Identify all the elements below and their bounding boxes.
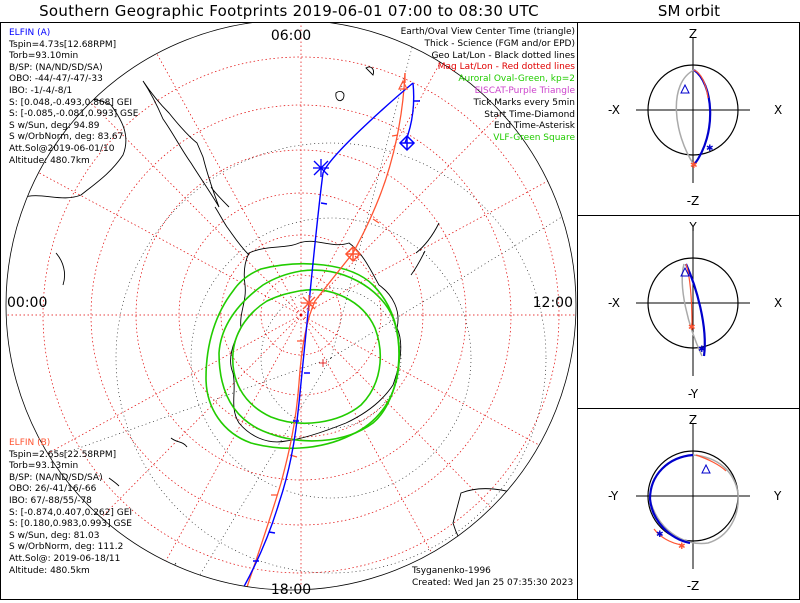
legend-item: Auroral Oval-Green, kp=2: [458, 74, 575, 85]
asterisk-xz: ✱: [706, 144, 714, 154]
axis-label-left: -Y: [608, 489, 619, 503]
elfin-a-info: ELFIN (A) Tspin=4.73s[12.68RPM] Torb=93.…: [9, 28, 138, 167]
sm-orbit-title: SM orbit: [657, 2, 721, 20]
orbit-back-yx: [681, 263, 703, 357]
elfin-a-track: [236, 82, 420, 590]
elfin-a-name: ELFIN (A): [9, 28, 51, 38]
asterisk-b-yx: ✱: [688, 323, 696, 333]
elfin-b-line: S: [-0.874,0.407,0.262] GEI: [9, 507, 133, 518]
footprint-map-panel: 06:00 00:00 12:00 18:00: [0, 19, 578, 600]
orbit-elfin-a-zy: [648, 453, 694, 545]
sm-panel-zy: ✱ ✱ Z -Z -Y Y: [577, 408, 800, 600]
time-label-06: 06:00: [271, 28, 311, 44]
sm-panel-xz: ✱ ✱ Z -Z -X X: [577, 22, 800, 216]
elfin-b-line: OBO: 26/-41/16/-66: [9, 484, 97, 495]
earth-outline: [647, 257, 739, 349]
legend-item: Mag Lat/Lon - Red dotted lines: [437, 62, 575, 73]
legend: Earth/Oval View Center Time (triangle) T…: [401, 27, 575, 145]
view-triangle-xz: [680, 83, 690, 94]
elfin-b-line: B/SP: (NA/ND/SD/SA): [9, 472, 103, 483]
orbit-elfin-b-xz: [693, 69, 709, 99]
end-asterisk-a: [313, 159, 329, 177]
axis-label-right: X: [774, 296, 782, 310]
orbit-elfin-a-yx: [684, 263, 706, 357]
elfin-a-line: S: [0.048,-0.493,0.868] GEI: [9, 97, 133, 108]
elfin-a-line: Altitude: 480.7km: [9, 155, 90, 166]
elfin-b-line: Att.Sol@: 2019-06-18/11: [9, 553, 121, 564]
orbit-elfin-a-xz: [693, 69, 712, 166]
elfin-a-line: S w/Sun, deg: 94.89: [9, 120, 100, 131]
asterisk-yx: ✱: [698, 345, 706, 355]
sm-plot-xz: ✱ ✱ Z -Z -X X: [608, 27, 782, 208]
elfin-a-line: S: [-0.085,-0.081,0.993] GSE: [9, 109, 139, 120]
orbit-back-zy: [649, 454, 739, 545]
elfin-a-line: S w/OrbNorm, deg: 83.67: [9, 132, 124, 143]
axis-label-bottom: -Z: [687, 194, 700, 208]
asterisk-b-zy: ✱: [678, 542, 686, 552]
magnetic-pole-marker: [319, 359, 327, 367]
elfin-a-line: OBO: -44/-47/-47/-33: [9, 74, 103, 85]
time-label-00: 00:00: [7, 295, 47, 311]
legend-item: EISCAT-Purple Triangle: [474, 85, 575, 96]
axis-label-top: Y: [688, 220, 697, 234]
credits: Tsyganenko-1996 Created: Wed Jan 25 07:3…: [412, 566, 573, 589]
plot-title: Southern Geographic Footprints 2019-06-0…: [39, 2, 539, 20]
orbit-back-xz: [675, 69, 695, 166]
elfin-b-info: ELFIN (B) Tspin=2.65s[22.58RPM] Torb=93.…: [9, 438, 132, 577]
elfin-b-line: Altitude: 480.5km: [9, 565, 90, 576]
elfin-a-line: Torb=93.10min: [9, 51, 79, 62]
elfin-b-name: ELFIN (B): [9, 438, 51, 448]
legend-item: VLF-Green Square: [493, 133, 575, 144]
orbit-elfin-b-zy: [653, 454, 727, 546]
model-credit: Tsyganenko-1996: [412, 566, 491, 576]
projection-line: [160, 562, 228, 590]
asterisk-b-xz: ✱: [690, 161, 698, 171]
view-triangle-yx: [680, 266, 690, 277]
axis-label-top: Z: [689, 413, 697, 427]
elfin-a-line: IBO: -1/-4/-8/1: [9, 85, 73, 96]
sm-plot-zy: ✱ ✱ Z -Z -Y Y: [608, 413, 782, 593]
view-center-triangle: [398, 79, 408, 90]
sm-plot-yx: ✱ ✱ Y -Y -X X: [608, 220, 782, 401]
start-diamond-b: [344, 245, 362, 263]
elfin-b-line: Tspin=2.65s[22.58RPM]: [9, 449, 117, 460]
legend-item: Thick - Science (FGM and/or EPD): [424, 38, 575, 49]
view-triangle-zy: [701, 463, 711, 474]
axis-label-bottom: -Z: [687, 579, 700, 593]
axis-label-bottom: -Y: [688, 387, 699, 401]
start-diamond-a: [398, 134, 416, 152]
axis-label-left: -X: [608, 296, 620, 310]
elfin-b-line: Torb=93.13min: [9, 461, 79, 472]
time-label-12: 12:00: [533, 295, 573, 311]
auroral-oval-outer: [205, 263, 401, 449]
axis-label-top: Z: [689, 27, 697, 41]
elfin-b-track: [240, 72, 406, 590]
legend-item: Earth/Oval View Center Time (triangle): [400, 27, 575, 37]
legend-item: Geo Lat/Lon - Black dotted lines: [431, 50, 575, 61]
legend-item: End Time-Asterisk: [493, 121, 575, 132]
earth-outline: [647, 64, 739, 156]
elfin-b-line: S w/OrbNorm, deg: 111.2: [9, 542, 124, 553]
asterisk-zy: ✱: [656, 530, 664, 540]
elfin-b-line: S: [0.180,0.983,0.993] GSE: [9, 519, 132, 530]
axis-label-right: Y: [773, 489, 782, 503]
elfin-a-line: B/SP: (NA/ND/SD/SA): [9, 62, 103, 73]
elfin-a-line: Tspin=4.73s[12.68RPM]: [9, 39, 117, 50]
polar-map: 06:00 00:00 12:00 18:00: [5, 19, 577, 598]
elfin-a-line: Att.Sol@2019-06-01/10: [9, 143, 115, 154]
legend-item: Tick Marks every 5min: [473, 97, 575, 108]
orbit-elfin-b-yx: [685, 263, 693, 329]
axis-label-left: -X: [608, 103, 620, 117]
axis-label-right: X: [774, 103, 782, 117]
sm-panel-yx: ✱ ✱ Y -Y -X X: [577, 215, 800, 409]
legend-item: Start Time-Diamond: [484, 109, 575, 120]
time-label-18: 18:00: [271, 582, 311, 598]
elfin-b-line: IBO: 67/-88/55/-78: [9, 495, 92, 506]
elfin-b-line: S w/Sun, deg: 81.03: [9, 530, 100, 541]
end-asterisk-b: [301, 295, 317, 311]
created-timestamp: Created: Wed Jan 25 07:35:30 2023: [412, 577, 574, 588]
